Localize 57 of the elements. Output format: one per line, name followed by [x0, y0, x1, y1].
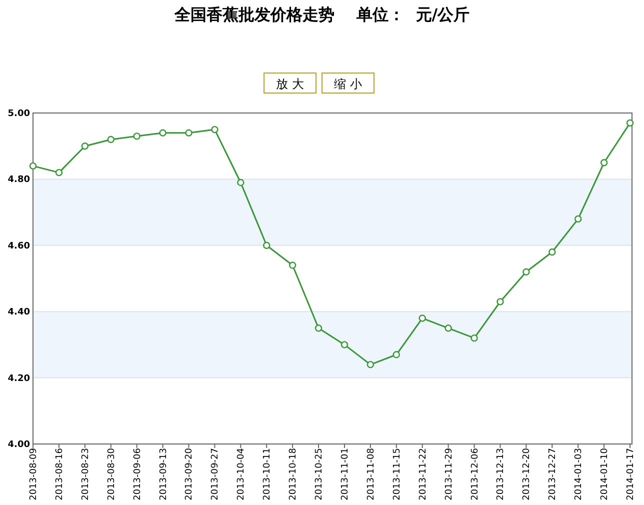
y-tick-label: 4.80	[8, 175, 30, 186]
point	[600, 159, 608, 166]
point	[263, 242, 270, 249]
point	[496, 298, 504, 306]
chart-title: 全国香蕉批发价格走势 单位： 元/公斤	[173, 5, 470, 24]
x-tick-label: 2013-11-29	[444, 448, 454, 500]
x-tick-label: 2013-11-08	[366, 448, 376, 500]
point	[159, 129, 166, 136]
x-tick-label: 2013-09-13	[158, 448, 169, 500]
x-tick-label: 2013-11-01	[340, 448, 350, 500]
x-tick-label: 2014-01-17	[626, 448, 636, 500]
y-tick-label: 4.00	[8, 440, 30, 450]
x-tick-label: 2013-12-06	[470, 448, 480, 500]
point	[522, 268, 530, 276]
point	[340, 341, 348, 348]
point	[211, 126, 218, 134]
x-tick-label: 2013-12-13	[496, 448, 506, 500]
x-tick-label: 2013-11-22	[418, 448, 428, 500]
point	[185, 129, 192, 136]
point	[392, 351, 400, 358]
point	[626, 119, 634, 127]
x-tick-label: 2013-08-09	[29, 448, 39, 500]
x-tick-label: 2013-09-20	[184, 448, 195, 500]
x-tick-label: 2013-10-18	[288, 448, 299, 500]
x-tick-label: 2014-01-03	[574, 448, 584, 500]
button: 放 大	[264, 72, 316, 94]
y-tick-label: 5.00	[8, 109, 30, 119]
x-tick-label: 2013-08-23	[80, 448, 91, 500]
point	[470, 334, 478, 342]
point	[55, 168, 63, 176]
point	[314, 324, 322, 332]
point	[418, 314, 426, 322]
y-tick-label: 4.20	[8, 374, 30, 384]
point	[133, 132, 140, 140]
x-tick-label: 2013-08-16	[54, 448, 65, 500]
x-tick-label: 2014-01-10	[600, 448, 610, 500]
y-tick-label: 4.40	[8, 308, 30, 318]
x-tick-label: 2013-12-27	[548, 448, 558, 500]
y-tick-label: 4.60	[8, 241, 30, 252]
x-tick-label: 2013-12-20	[522, 448, 532, 500]
point	[574, 215, 582, 223]
point	[366, 360, 374, 368]
x-tick-label: 2013-10-11	[262, 448, 273, 500]
button: 缩 小	[322, 72, 374, 94]
x-tick-label: 2013-10-04	[236, 448, 247, 500]
point	[237, 178, 244, 186]
point	[548, 248, 556, 256]
x-tick-label: 2013-08-30	[106, 448, 117, 500]
point	[288, 262, 296, 269]
x-tick-label: 2013-11-15	[392, 448, 402, 500]
x-tick-label: 2013-10-25	[314, 448, 325, 500]
x-tick-label: 2013-09-06	[132, 448, 143, 500]
point	[444, 324, 452, 332]
point	[107, 136, 114, 144]
x-tick-label: 2013-09-27	[210, 448, 221, 500]
point	[81, 142, 89, 150]
point	[29, 162, 37, 170]
